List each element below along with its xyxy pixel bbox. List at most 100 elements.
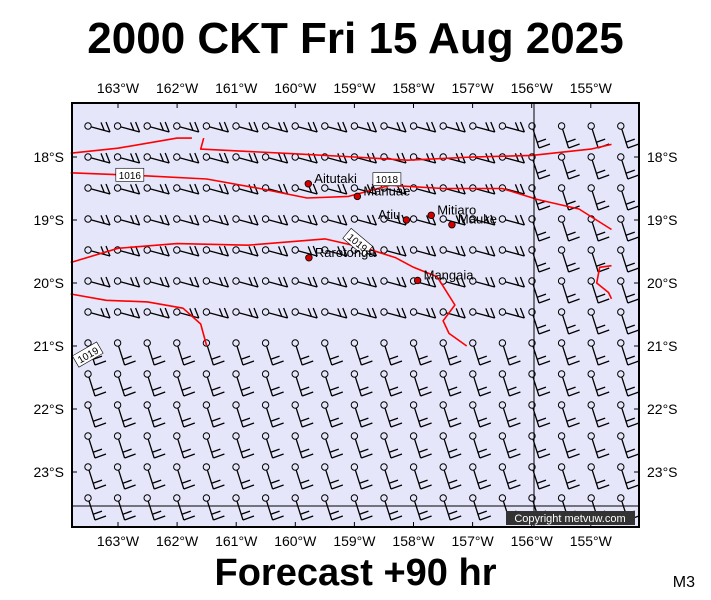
wind-barb [173,401,196,428]
wind-barb [587,277,610,304]
place-label: Atiu [378,207,400,222]
lon-label-top: 161°W [215,80,258,96]
wind-barb [113,183,141,195]
wind-barb [291,121,318,133]
wind-barb [261,432,284,459]
wind-barb [84,463,107,490]
wind-barb [173,245,200,257]
wind-barb [232,463,255,490]
wind-barb [202,494,225,521]
wind-barb [557,370,580,397]
wind-barb [380,494,403,521]
wind-barb [587,308,610,335]
place-label: Mangaia [424,267,475,282]
wind-barb [113,339,136,366]
wind-barb [350,276,378,288]
wind-barb [380,276,407,288]
wind-barb [232,214,259,226]
wind-barb [202,121,230,133]
wind-barb [232,307,259,319]
lat-label-left: 19°S [33,212,64,228]
wind-barb [202,183,230,195]
wind-barb [380,432,403,459]
wind-barb [587,246,610,273]
wind-barb [261,214,289,226]
wind-barb [350,214,378,226]
wind-barb [469,307,496,319]
lon-label-top: 158°W [392,80,435,96]
wind-barb [261,370,284,397]
wind-barb [469,214,496,226]
map-title: 2000 CKT Fri 15 Aug 2025 [87,14,624,63]
wind-barb [557,308,580,335]
wind-barb [617,401,640,428]
wind-barb [113,152,141,164]
wind-barb [84,121,111,133]
wind-barb [321,432,344,459]
wind-barb [173,307,200,319]
place-dot [413,276,422,285]
wind-barb [587,339,610,366]
wind-barb [439,401,462,428]
wind-barb [617,122,640,149]
wind-barb [113,121,141,133]
wind-barb [143,494,166,521]
lon-label-bottom: 163°W [97,533,140,549]
wind-barb [350,401,373,428]
place-label: Mitiaro [437,202,476,217]
wind-barb [469,121,496,133]
graticule-ticks: 163°W 163°W 162°W 162°W 161°W 161°W 160°W 160°W… [33,80,677,549]
wind-barb [143,245,170,257]
wind-barb [202,245,230,257]
wind-barb [291,214,318,226]
svg-text:1018: 1018 [376,175,399,186]
wind-barb [350,121,378,133]
wind-barb [173,121,200,133]
lat-label-right: 22°S [647,401,678,417]
lon-label-top: 163°W [97,80,140,96]
wind-barb [291,494,314,521]
wind-barb [261,276,289,288]
wind-barb [143,152,170,164]
wind-barb [261,152,289,164]
wind-barb [380,401,403,428]
wind-barb [84,183,111,195]
wind-barb [380,121,407,133]
lon-label-top: 155°W [570,80,613,96]
wind-barb [143,276,170,288]
wind-barb [587,463,610,490]
wind-barb [232,432,255,459]
map-frame [71,102,640,528]
wind-barb [321,463,344,490]
wind-barb [321,276,348,288]
lon-label-top: 157°W [452,80,495,96]
isobar-line [595,264,613,300]
forecast-label: Forecast +90 hr [214,552,497,594]
wind-barb [173,183,200,195]
wind-barb [587,215,610,242]
wind-barb [232,245,259,257]
lon-label-bottom: 155°W [570,533,613,549]
wind-barb [469,401,492,428]
wind-barb [202,432,225,459]
svg-text:1016: 1016 [119,171,142,182]
wind-barb [232,276,259,288]
wind-barb [617,215,640,242]
wind-barb [350,307,378,319]
wind-barb [202,307,230,319]
wind-barb [469,339,492,366]
wind-barb [409,245,437,257]
wind-barb [409,339,432,366]
lat-label-right: 19°S [647,212,678,228]
place-dot [305,254,313,262]
wind-barb [350,494,373,521]
wind-barb [587,401,610,428]
lat-label-left: 21°S [33,338,64,354]
wind-barb [498,214,526,226]
wind-barb [202,214,230,226]
wind-barb [380,307,407,319]
wind-barb [439,432,462,459]
wind-barb [321,183,348,195]
wind-barb [173,152,200,164]
wind-barb [202,370,225,397]
